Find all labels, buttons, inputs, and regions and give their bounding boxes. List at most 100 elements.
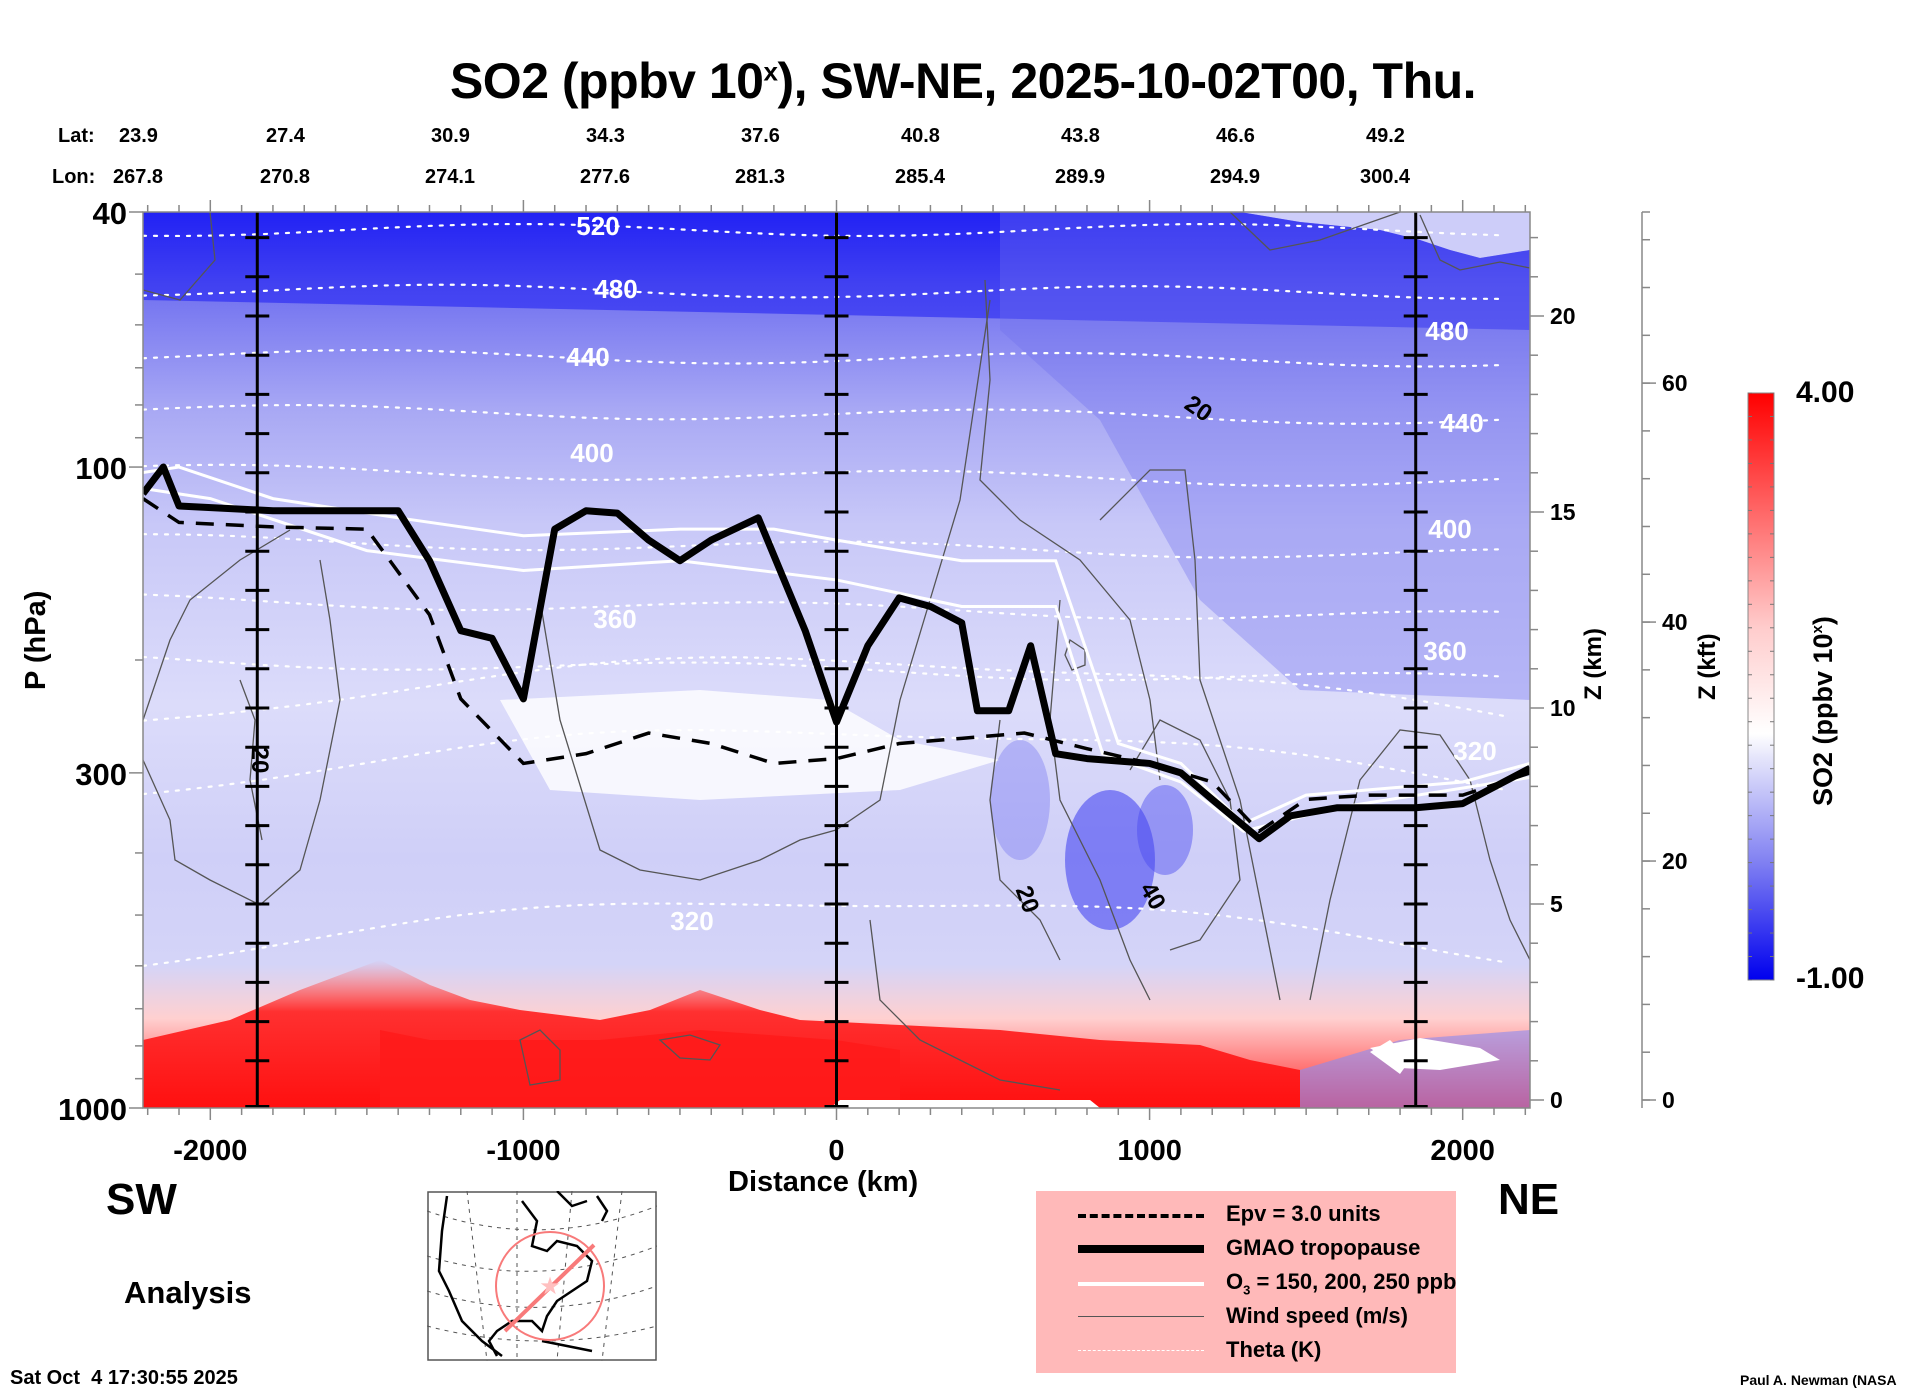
wind-contour bbox=[658, 1034, 722, 1061]
ne-direction-label: NE bbox=[1498, 1175, 1560, 1224]
km-tick-label: 5 bbox=[1550, 891, 1563, 917]
wind-contour bbox=[1064, 638, 1086, 671]
wind-contour bbox=[1229, 212, 1401, 251]
analysis-label: Analysis bbox=[124, 1275, 252, 1310]
theta-label: 480 bbox=[594, 274, 637, 304]
wind-contour bbox=[979, 279, 1161, 781]
theta-label: 360 bbox=[593, 604, 636, 634]
map-inset: ★ bbox=[427, 1191, 657, 1361]
theta-contours bbox=[143, 222, 1505, 967]
theta-label: 400 bbox=[570, 438, 613, 468]
colorbar-title: SO2 (ppbv 10x) bbox=[1808, 616, 1838, 806]
lon-value: 294.9 bbox=[1210, 166, 1261, 188]
theta-contour bbox=[143, 403, 1505, 425]
credit: Paul A. Newman (NASA bbox=[1740, 1372, 1897, 1388]
lon-value: 277.6 bbox=[580, 166, 631, 188]
theta-contour bbox=[143, 655, 1505, 682]
vertical-markers bbox=[245, 212, 1428, 1108]
sw-direction-label: SW bbox=[106, 1175, 177, 1224]
wind-contour bbox=[1099, 469, 1281, 1001]
legend-item-ozone: O3 = 150, 200, 250 ppb bbox=[1036, 1267, 1456, 1297]
wind-speed-label: 20 bbox=[246, 747, 273, 774]
range-circle bbox=[495, 1231, 605, 1341]
x-tick-label: -2000 bbox=[173, 1135, 247, 1167]
y-tick-label: 300 bbox=[75, 757, 127, 792]
legend-swatch-thick bbox=[1078, 1245, 1204, 1253]
missing-data-surface bbox=[830, 1100, 1100, 1108]
axis-ticks: -2000 -1000 0 1000 2000 40 100 300 1000 0 5 10 15 20 0… bbox=[58, 196, 1688, 1167]
wind-contour bbox=[1309, 729, 1530, 1001]
legend-swatch-dashed bbox=[1078, 1214, 1204, 1218]
kft-tick-label: 60 bbox=[1662, 370, 1688, 396]
timestamp: Sat Oct 4 17:30:55 2025 bbox=[10, 1367, 238, 1389]
wind-contour bbox=[1419, 214, 1530, 271]
lon-label: Lon: bbox=[52, 166, 96, 188]
legend-item-epv: Epv = 3.0 units bbox=[1036, 1199, 1456, 1229]
lat-value: 27.4 bbox=[266, 125, 305, 147]
legend-swatch-thin bbox=[1078, 1316, 1204, 1317]
theta-contour bbox=[143, 729, 1505, 796]
lon-value: 270.8 bbox=[260, 166, 311, 188]
kft-tick-label: 40 bbox=[1662, 609, 1688, 635]
legend-swatch-dotted bbox=[1078, 1350, 1204, 1351]
lat-value: 43.8 bbox=[1061, 125, 1100, 147]
theta-contour bbox=[143, 593, 1505, 621]
km-tick-label: 20 bbox=[1550, 303, 1576, 329]
lon-value: 289.9 bbox=[1055, 166, 1106, 188]
tropopause-line bbox=[143, 463, 1530, 843]
theta-label-right: 360 bbox=[1423, 636, 1466, 666]
lat-value: 23.9 bbox=[119, 125, 158, 147]
so2-strat-blue-region bbox=[1000, 212, 1530, 700]
colorbar-max-label: 4.00 bbox=[1796, 376, 1855, 409]
wind-contour bbox=[869, 919, 1061, 1091]
lon-value: 267.8 bbox=[113, 166, 164, 188]
legend-item-theta: Theta (K) bbox=[1036, 1335, 1456, 1365]
theta-label: 440 bbox=[566, 342, 609, 372]
lat-value: 46.6 bbox=[1216, 125, 1255, 147]
section-line bbox=[503, 1243, 596, 1333]
legend-swatch-white bbox=[1078, 1282, 1204, 1286]
ozone-contour bbox=[143, 486, 1530, 833]
theta-label: 320 bbox=[670, 906, 713, 936]
theta-label-right: 440 bbox=[1440, 408, 1483, 438]
km-tick-label: 0 bbox=[1550, 1087, 1563, 1113]
y-axis-title: P (hPa) bbox=[20, 590, 52, 690]
x-axis-title: Distance (km) bbox=[728, 1166, 919, 1198]
lat-value: 37.6 bbox=[741, 125, 780, 147]
x-tick-label: 2000 bbox=[1430, 1135, 1495, 1167]
map-coastlines bbox=[437, 1191, 609, 1357]
so2-blue-blob bbox=[990, 740, 1050, 860]
legend: Epv = 3.0 units GMAO tropopause O3 = 150… bbox=[1036, 1191, 1456, 1373]
lon-value: 274.1 bbox=[425, 166, 476, 188]
theta-contour bbox=[143, 283, 1505, 300]
theta-label-right: 320 bbox=[1453, 736, 1496, 766]
lon-value: 300.4 bbox=[1360, 166, 1411, 188]
lat-value: 49.2 bbox=[1366, 125, 1405, 147]
x-tick-label: -1000 bbox=[486, 1135, 560, 1167]
y-tick-label: 100 bbox=[75, 451, 127, 486]
so2-white-region bbox=[500, 690, 1000, 800]
map-graticule bbox=[427, 1191, 657, 1361]
lat-label: Lat: bbox=[58, 125, 95, 147]
y-tick-label: 1000 bbox=[58, 1092, 127, 1127]
theta-contour bbox=[143, 533, 1505, 559]
theta-label: 520 bbox=[576, 211, 619, 241]
x-tick-label: 0 bbox=[828, 1135, 844, 1167]
theta-contour bbox=[143, 348, 1505, 368]
lat-value: 40.8 bbox=[901, 125, 940, 147]
colorbar-ticks bbox=[1748, 392, 1774, 981]
so2-field bbox=[143, 212, 1530, 1108]
so2-blue-blob bbox=[1065, 790, 1155, 930]
theta-contour bbox=[143, 656, 1505, 722]
wind-contour bbox=[989, 719, 1061, 961]
so2-red-core bbox=[380, 1030, 900, 1108]
missing-data-top bbox=[1240, 212, 1530, 258]
epv-line bbox=[143, 497, 1530, 834]
z-kft-axis-title: Z (kft) bbox=[1694, 633, 1721, 700]
theta-contour bbox=[143, 222, 1505, 238]
x-tick-label: 1000 bbox=[1117, 1135, 1182, 1167]
colorbar bbox=[1747, 392, 1775, 981]
legend-item-wind: Wind speed (m/s) bbox=[1036, 1301, 1456, 1331]
